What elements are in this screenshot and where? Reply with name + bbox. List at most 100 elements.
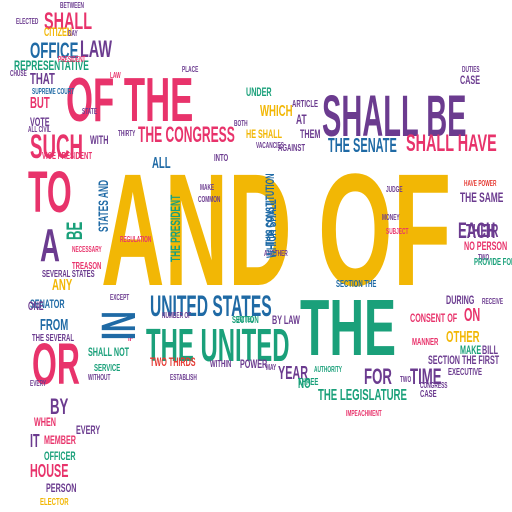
word: impeachment [346,409,382,418]
word: elector [40,497,69,508]
word: each [458,218,496,243]
word: provide for [474,257,512,268]
word: service [94,363,121,374]
word: to [28,160,72,225]
word: in [93,311,146,340]
word: common [198,195,221,204]
word: but [30,95,50,112]
word: day [68,29,78,38]
word: by law [272,313,300,327]
word: both [234,119,248,128]
word: such [30,128,83,166]
word: it [30,431,40,451]
word: house [30,461,69,481]
word: no [298,375,311,391]
word: three [298,377,319,388]
word: them [300,127,321,141]
word: every [30,379,47,388]
word: vacancies [256,141,284,150]
word: every [76,423,101,437]
word: case [420,389,437,400]
word: may [266,363,277,372]
word: except [110,293,130,302]
word: a [40,219,60,271]
word: vice president [42,151,93,162]
word: shall [44,8,92,35]
word: treason [72,261,102,272]
word: the several [32,333,75,344]
word: section [232,315,259,326]
word: regulation [120,235,152,244]
word: section the [336,279,377,290]
word: that [30,71,55,88]
word: law [80,36,112,63]
word: or [32,332,80,397]
word: shall not [88,345,130,359]
word: section the first [428,353,500,367]
word: if [128,333,134,344]
word: have power [464,179,497,188]
word: shall be [322,84,467,149]
word: vote [30,115,50,129]
word: and [101,140,292,319]
word: executive [448,367,483,378]
word: the united [146,319,290,371]
word: thirty [118,129,136,138]
word: of the [66,66,194,135]
word: he shall [246,127,282,141]
word: power [240,357,268,371]
word: any [52,277,73,294]
word: place [182,65,199,74]
word: law [110,71,121,80]
word: article [292,99,319,110]
word: at [296,111,307,127]
word: united [236,315,254,324]
word: number of [162,311,192,320]
word: receive [482,297,504,306]
word: under [246,85,272,99]
word: establish [170,373,197,382]
word: make [460,343,482,357]
word: supreme court [32,87,75,96]
word: the president [167,194,183,262]
word: member [44,433,77,447]
word: congress [420,381,448,390]
word: two [400,375,412,384]
word: representative [14,57,89,73]
word: on [464,305,481,325]
word: all civil [28,125,51,134]
word: no person [464,239,508,253]
word: states and [95,179,111,232]
word: between [60,1,84,10]
word: two [478,253,490,262]
word: subject [386,227,409,236]
word: another [264,249,288,258]
word: president [58,55,86,64]
word: citizen [44,25,73,39]
word: of [318,140,452,319]
word: person [46,481,77,495]
word: one [28,299,44,313]
word: with [90,133,109,147]
word: within [210,359,232,370]
word: senator [30,297,65,311]
word: elected [16,17,39,26]
word: all [152,155,171,172]
word: by [50,394,69,419]
word: for [364,364,392,389]
word: the congress [138,122,235,147]
word: consent of [410,311,458,325]
word: the legislature [318,387,407,404]
word: into [214,153,229,164]
word: other [446,329,480,346]
word: from [40,317,69,334]
word: necessary [72,245,102,254]
word: their [466,221,499,241]
word: the [300,283,396,372]
word: money [382,213,400,222]
word: chuse [10,69,27,78]
word: office [30,38,79,63]
word: two thirds [150,355,196,369]
word: this constitution [263,173,277,246]
